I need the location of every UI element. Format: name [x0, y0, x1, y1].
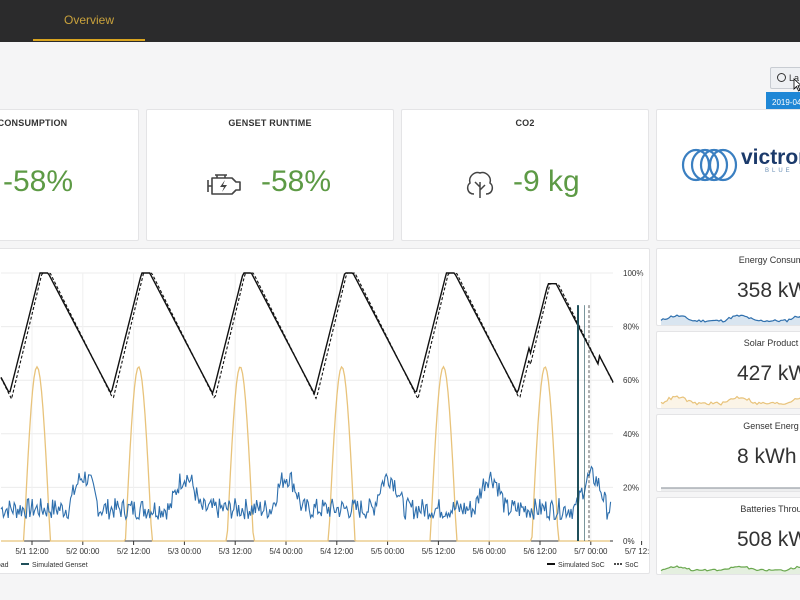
co2-panel: CO2 -9 kg — [401, 109, 649, 241]
solar-production-sparkline — [660, 395, 800, 408]
sparkline-area — [661, 566, 800, 574]
x-axis-tick-label: 5/6 00:00 — [473, 547, 507, 556]
sparkline-area — [661, 315, 800, 325]
energy-consumption-panel: Energy Consum 358 kW — [656, 248, 800, 326]
x-axis-tick-label: 5/3 12:00 — [219, 547, 253, 556]
genset-energy-value: 8 kWh — [737, 445, 797, 468]
time-range-button[interactable]: La — [770, 67, 800, 89]
x-axis-tick-label: 5/2 12:00 — [117, 547, 151, 556]
x-axis-tick-label: 5/3 00:00 — [168, 547, 202, 556]
genset-energy-sparkline — [661, 487, 800, 491]
time-range-option[interactable]: 2019-04 — [772, 98, 800, 107]
logo-panel: victron BLUE — [656, 109, 800, 241]
x-axis-tick-label: 5/6 12:00 — [523, 547, 557, 556]
solar-series-line — [1, 365, 610, 542]
x-axis-tick-label: 5/7 00:00 — [574, 547, 608, 556]
y-axis-tick-label: 80% — [623, 323, 639, 332]
legend-label: Simulated Genset — [32, 562, 88, 569]
logo-subtext: BLUE — [765, 168, 793, 174]
x-axis-tick-label: 5/4 00:00 — [269, 547, 303, 556]
engine-icon — [207, 174, 241, 195]
simulated-soc-series-line — [0, 272, 614, 396]
clock-icon — [777, 73, 786, 82]
co2-value: -9 kg — [513, 165, 580, 198]
y-axis-tick-label: 20% — [623, 483, 639, 492]
genset-runtime-panel: GENSET RUNTIME -58% — [146, 109, 394, 241]
sparkline-line — [660, 314, 800, 323]
y-axis-tick-label: 100% — [623, 269, 643, 278]
victron-logo-icon — [681, 148, 738, 182]
legend-label: Load — [0, 562, 9, 569]
consumption-panel: CONSUMPTION -58% — [0, 109, 139, 241]
genset-bar — [577, 305, 579, 541]
panel-title: CONSUMPTION — [0, 118, 68, 128]
sparkline-area — [661, 488, 800, 491]
mouse-cursor-icon — [793, 78, 800, 92]
panel-title: CO2 — [515, 118, 535, 128]
y-axis-tick-label: 40% — [623, 430, 639, 439]
panel-title: GENSET RUNTIME — [228, 118, 312, 128]
panel-title: Genset Energ — [743, 421, 799, 431]
sparkline-line — [660, 565, 800, 572]
legend-label: Simulated SoC — [558, 562, 605, 569]
soc-load-chart-panel: 100% 80% 60% 40% 20% 0% 5/1 12:00 5/2 00:00 5/2 … — [0, 248, 650, 574]
top-navigation-bar: Overview — [0, 0, 800, 42]
x-axis-tick-label: 5/7 12:00 — [625, 547, 650, 556]
batteries-throughput-panel: Batteries Throu 508 kW — [656, 497, 800, 575]
x-axis-tick-label: 5/2 00:00 — [66, 547, 100, 556]
genset-runtime-value: -58% — [261, 165, 332, 198]
load-series-line — [0, 465, 612, 522]
batteries-throughput-value: 508 kW — [737, 528, 800, 551]
consumption-value: -58% — [3, 165, 74, 198]
sparkline-line — [660, 395, 800, 406]
panel-title: Energy Consum — [738, 255, 800, 265]
x-axis-tick-label: 5/5 12:00 — [422, 547, 456, 556]
y-axis-tick-label: 60% — [623, 376, 639, 385]
x-axis-tick-label: 5/4 12:00 — [320, 547, 354, 556]
x-axis-tick-label: 5/1 12:00 — [15, 547, 49, 556]
y-axis-tick-label: 0% — [623, 537, 635, 546]
x-axis-tick-label: 5/5 00:00 — [371, 547, 405, 556]
logo-wordmark: victron — [741, 146, 800, 169]
solar-production-panel: Solar Product 427 kW — [656, 331, 800, 409]
batteries-throughput-sparkline — [660, 565, 800, 574]
solar-production-value: 427 kW — [737, 362, 800, 385]
tab-active-indicator — [33, 39, 145, 41]
soc-load-chart[interactable]: 100% 80% 60% 40% 20% 0% 5/1 12:00 5/2 00:00 5/2 … — [0, 249, 650, 574]
tab-overview[interactable]: Overview — [63, 13, 114, 27]
genset-bar — [584, 305, 585, 541]
panel-title: Solar Product — [743, 338, 799, 348]
sparkline-area — [661, 396, 800, 408]
energy-consumption-sparkline — [660, 314, 800, 325]
genset-energy-panel: Genset Energ 8 kWh — [656, 414, 800, 492]
time-range-label: La — [789, 73, 800, 83]
legend-label: SoC — [625, 562, 639, 569]
energy-consumption-value: 358 kW — [737, 279, 800, 302]
tree-icon — [466, 171, 494, 198]
panel-title: Batteries Throu — [740, 504, 800, 514]
